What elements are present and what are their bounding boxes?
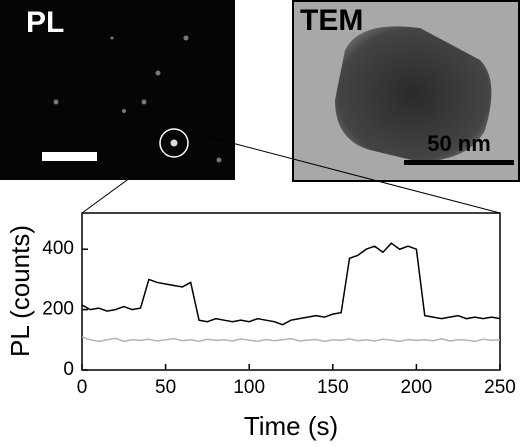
zoom-line [185, 130, 501, 214]
scale-bar [42, 152, 97, 161]
highlight-circle [159, 128, 189, 158]
plot-frame [81, 212, 501, 371]
tem-scale-bar [404, 160, 514, 165]
tem-label: TEM [300, 4, 363, 37]
pl-label: PL [26, 6, 64, 39]
y-tick-label: 400 [42, 238, 74, 259]
y-axis-label: PL (counts) [5, 225, 35, 357]
x-tick-label: 200 [401, 377, 433, 398]
y-tick-label: 0 [63, 359, 74, 380]
pl-image [0, 0, 235, 180]
x-tick-label: 0 [77, 377, 88, 398]
nanocrystal [335, 26, 492, 162]
trace [81, 336, 501, 343]
x-tick-label: 250 [484, 377, 516, 398]
x-tick-label: 100 [233, 377, 265, 398]
pl-spots [53, 35, 222, 163]
trace [81, 242, 501, 326]
y-tick-label: 200 [42, 299, 74, 320]
x-tick-label: 150 [317, 377, 349, 398]
zoom-line [81, 152, 165, 214]
x-axis-label: Time (s) [244, 411, 338, 441]
x-tick-label: 50 [155, 377, 176, 398]
scale-label: 50 nm [427, 131, 491, 156]
